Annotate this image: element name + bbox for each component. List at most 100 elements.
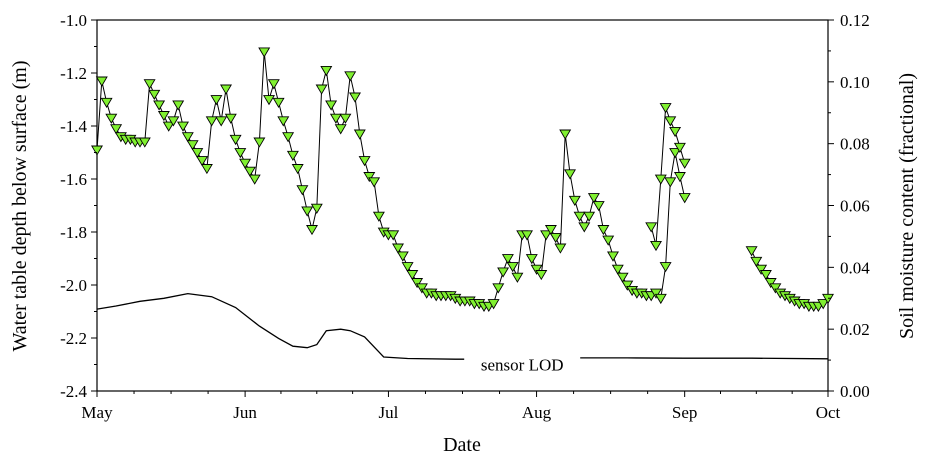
water-table-point — [349, 92, 361, 103]
water-table-point — [344, 71, 357, 82]
y-right-tick-label: 0.00 — [840, 382, 870, 401]
water-table-point — [277, 116, 290, 127]
x-tick-label: May — [81, 403, 113, 422]
y-left-tick-label: -2.4 — [60, 382, 87, 401]
water-table-point — [91, 145, 103, 156]
x-tick-label: Oct — [816, 403, 841, 422]
water-table-point — [325, 100, 338, 111]
water-table-point — [186, 140, 199, 151]
water-table-point — [196, 156, 209, 167]
water-table-point — [506, 262, 519, 273]
water-table-point — [511, 272, 524, 283]
water-table-point — [745, 246, 758, 257]
y-left-tick-label: -1.6 — [60, 170, 87, 189]
water-table-point — [172, 100, 185, 111]
water-table-point — [535, 270, 548, 281]
water-table-point — [239, 158, 252, 169]
water-table-point — [243, 166, 256, 177]
water-table-point — [148, 89, 161, 100]
y-left-tick-label: -1.8 — [60, 223, 87, 242]
water-table-point — [310, 203, 323, 214]
series-layer — [91, 47, 834, 360]
water-table-point — [664, 177, 677, 188]
water-table-point — [559, 129, 572, 140]
water-table-point — [769, 283, 782, 294]
water-table-point — [320, 65, 333, 77]
water-table-point — [764, 278, 777, 289]
water-table-point — [157, 111, 170, 122]
water-table-point — [616, 272, 629, 283]
water-table-point — [573, 211, 586, 222]
water-table-point — [607, 251, 619, 262]
water-table-point — [138, 137, 151, 148]
water-table-point — [177, 121, 189, 132]
water-table-point — [487, 299, 500, 310]
y-right-tick-label: 0.06 — [840, 197, 870, 216]
water-table-point — [110, 124, 123, 135]
water-table-point — [645, 222, 658, 233]
water-table-point — [282, 132, 295, 143]
x-tick-label: Jun — [233, 403, 257, 422]
y-left-tick-label: -2.2 — [60, 329, 87, 348]
y-right-tick-label: 0.12 — [840, 11, 870, 30]
water-table-point — [392, 243, 404, 254]
water-table-point — [263, 95, 275, 106]
water-table-point — [549, 232, 562, 244]
water-table-point — [583, 211, 596, 222]
soil-moisture-line — [96, 292, 465, 360]
water-table-point — [664, 116, 677, 127]
water-table-point — [95, 76, 108, 87]
water-table-point — [191, 148, 204, 159]
water-table-point — [678, 158, 691, 169]
water-table-point — [100, 97, 113, 108]
water-table-point — [306, 225, 318, 236]
water-table-point — [200, 164, 213, 175]
water-table-point — [564, 169, 576, 180]
water-table-point — [215, 116, 228, 127]
water-table-point — [258, 47, 271, 58]
water-table-point — [650, 288, 662, 299]
x-axis-title: Date — [443, 434, 481, 456]
water-table-point — [602, 235, 615, 246]
water-table-point — [301, 206, 314, 217]
water-table-point — [530, 264, 543, 275]
water-table-point — [501, 254, 514, 265]
water-table-point — [650, 240, 662, 252]
water-table-point — [181, 132, 194, 143]
water-table-point — [611, 264, 624, 275]
water-table-point — [368, 177, 381, 188]
water-table-point — [315, 84, 328, 95]
water-table-point — [162, 121, 175, 132]
water-table-point — [755, 264, 768, 275]
water-table-point — [497, 267, 510, 278]
water-table-point — [659, 103, 672, 114]
water-table-point — [525, 254, 538, 265]
water-table-point — [568, 195, 581, 206]
water-table-point — [597, 225, 610, 236]
water-table-point — [587, 193, 600, 204]
water-table-point — [592, 201, 605, 212]
water-table-point — [248, 174, 261, 185]
water-table-point — [406, 270, 419, 281]
water-table-point — [205, 116, 218, 127]
water-table-point — [143, 79, 156, 90]
water-table-point — [339, 113, 352, 124]
water-table-point — [621, 280, 634, 291]
water-table-point — [353, 129, 366, 140]
y-axis-left-title: Water table depth below surface (m) — [9, 60, 31, 351]
plot-frame — [96, 19, 829, 392]
water-table-point — [329, 113, 342, 124]
water-table-point — [521, 230, 533, 241]
water-table-point — [267, 79, 280, 90]
y-axis-right-title: Soil moisture content (fractional) — [896, 73, 918, 339]
water-table-point — [759, 270, 772, 281]
x-tick-label: Jul — [379, 403, 399, 422]
water-table-point — [817, 299, 830, 310]
water-table-point — [673, 142, 686, 153]
y-left-tick-label: -1.4 — [60, 117, 87, 136]
x-tick-label: Sep — [672, 403, 698, 422]
water-table-point — [396, 251, 409, 262]
water-table-point — [654, 293, 667, 305]
water-table-point — [673, 172, 686, 183]
y-right-tick-label: 0.04 — [840, 258, 870, 277]
